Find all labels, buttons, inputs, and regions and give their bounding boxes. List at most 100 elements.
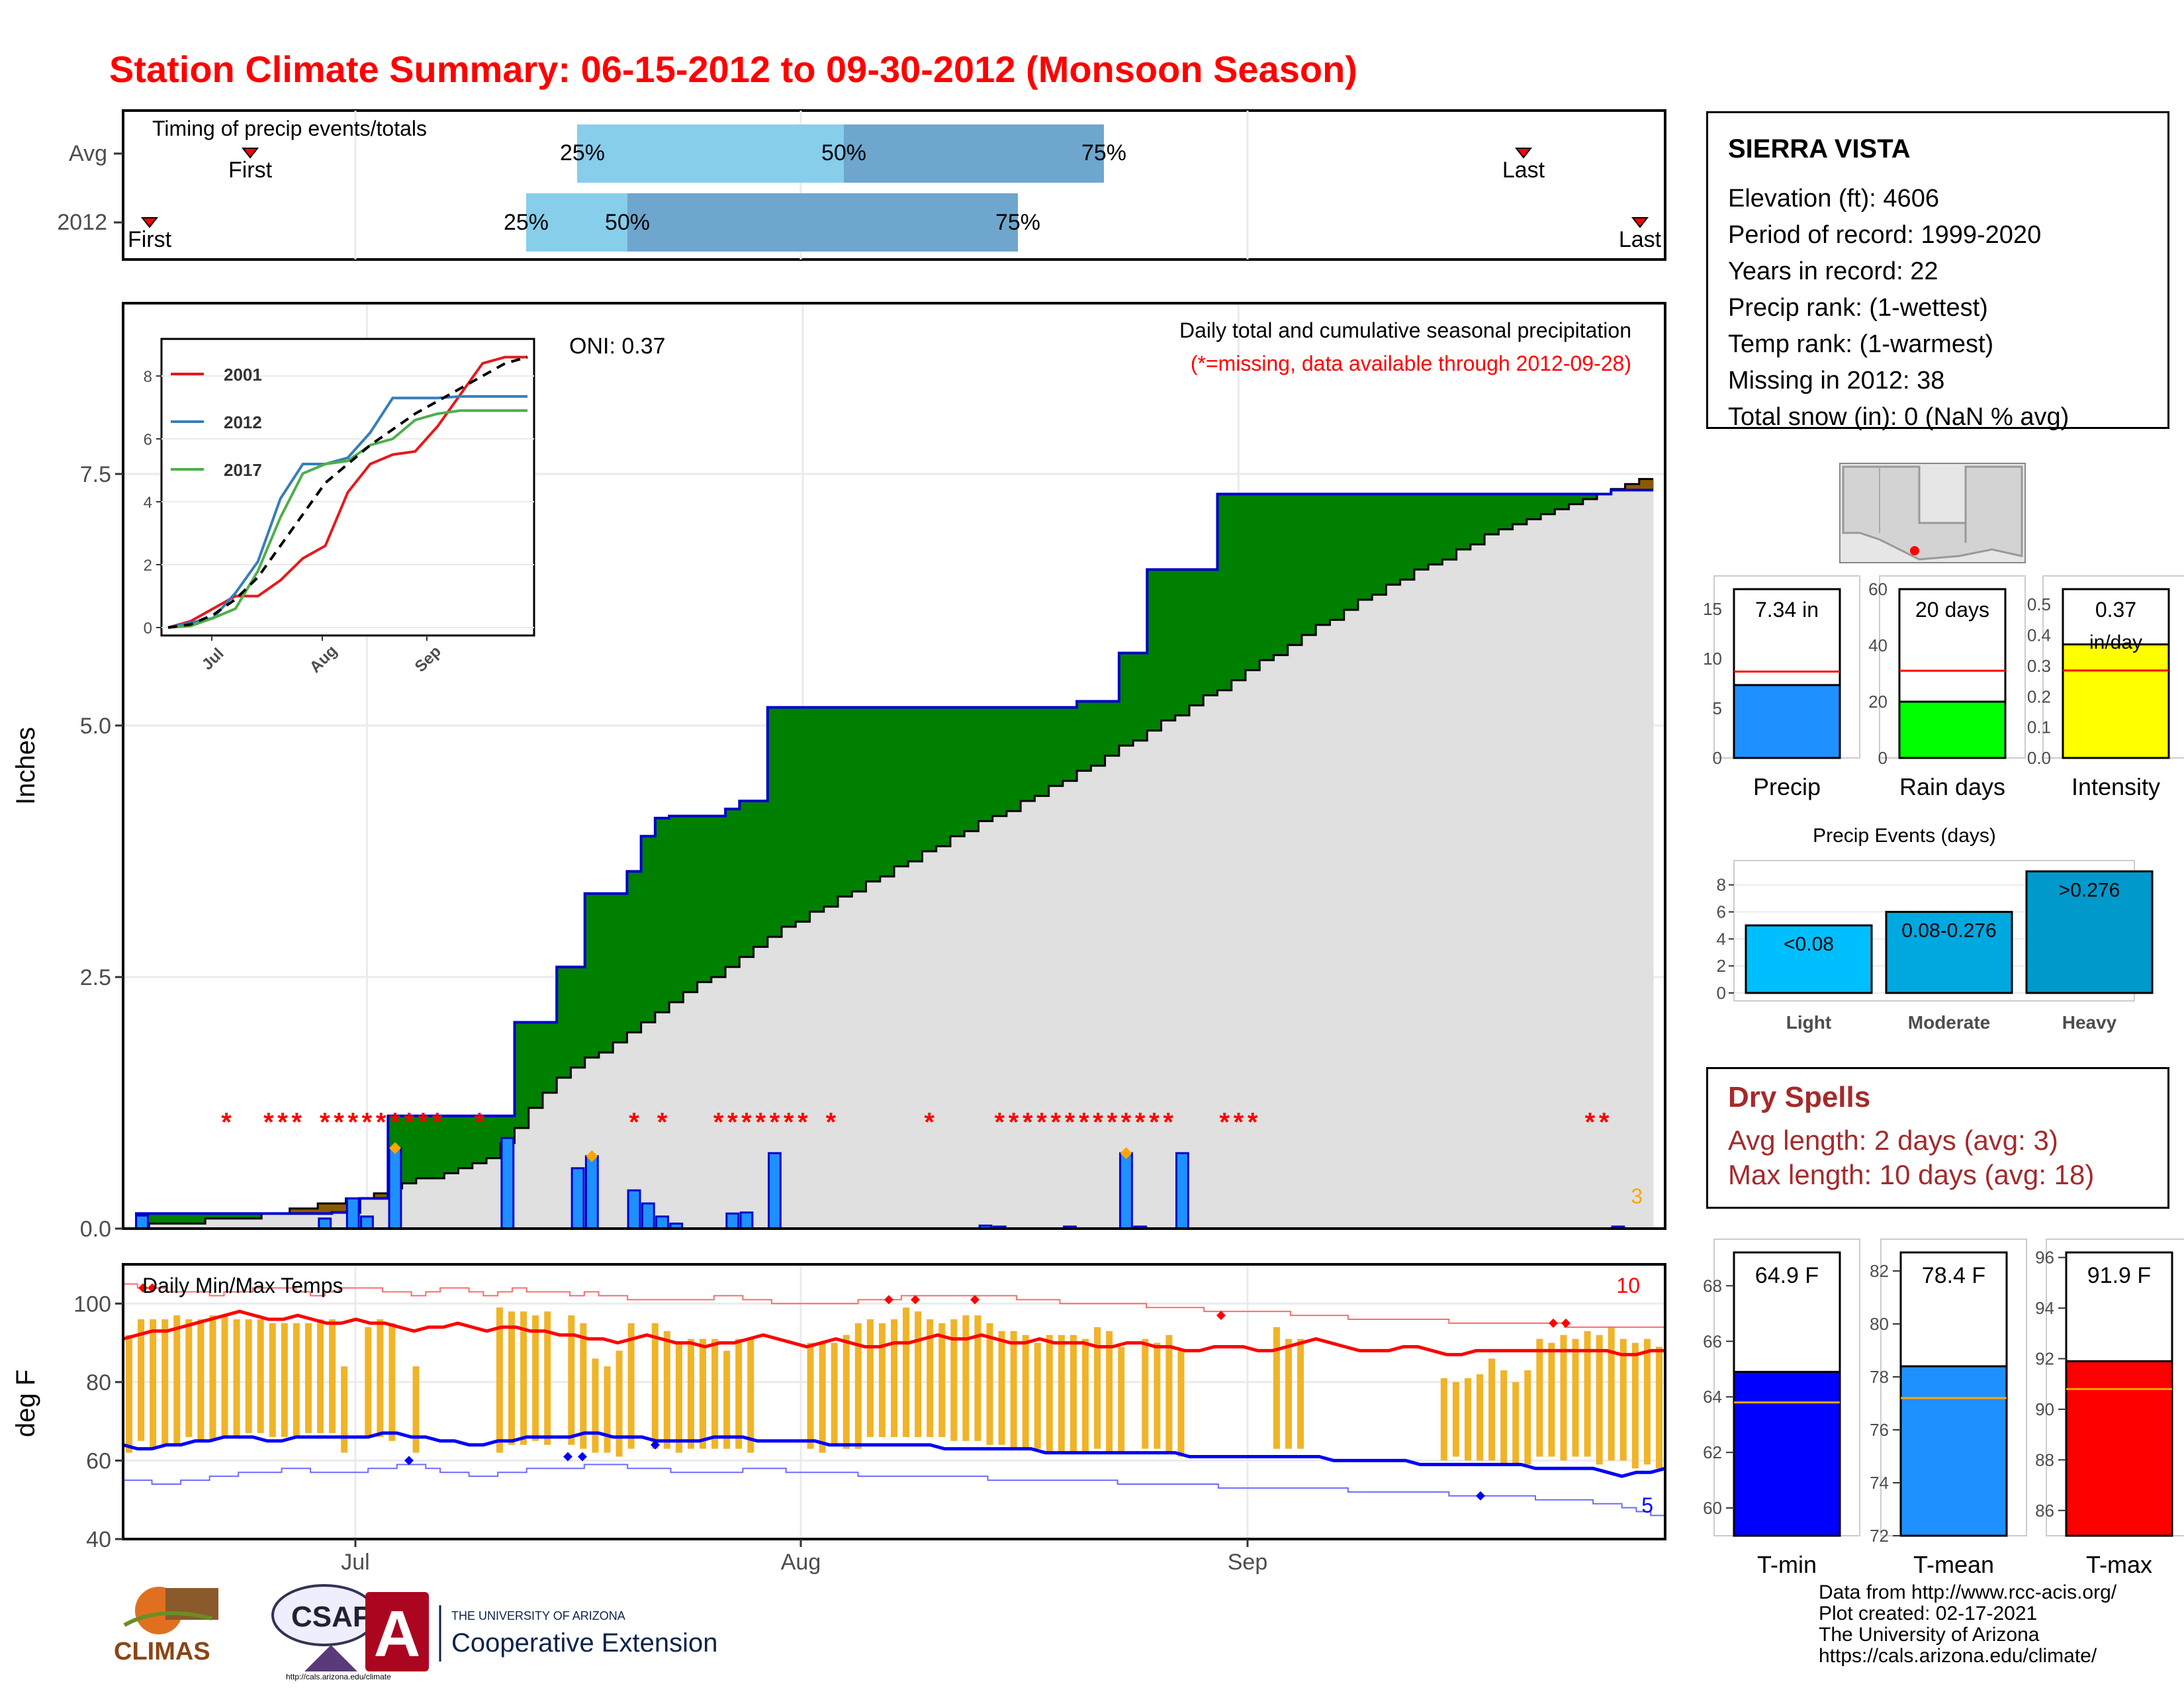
daily-temp-bar (747, 1338, 754, 1453)
baseline-area (739, 957, 754, 1229)
csap-url: http://cals.arizona.edu/climate (286, 1672, 391, 1681)
summary-ytick-label: 0 (1878, 748, 1888, 768)
summary-bar-2 (2062, 643, 2170, 759)
missing-day-marker: * (1050, 1108, 1061, 1137)
daily-temp-bar (1655, 1346, 1662, 1469)
timing-panel: Timing of precip events/totals Avg 25% 5… (57, 109, 1666, 261)
above-average-area (149, 1213, 163, 1224)
missing-day-marker: * (1135, 1108, 1146, 1137)
main-ytick-label: 7.5 (80, 462, 111, 487)
baseline-area (1287, 645, 1302, 1229)
main-frame (122, 302, 1666, 1230)
baseline-area (1625, 490, 1640, 1229)
missing-day-marker: * (376, 1108, 387, 1137)
above-average-area (1189, 569, 1204, 706)
event-bar-moderate (1885, 911, 2013, 994)
baseline-area (1147, 730, 1162, 1229)
above-average-area (205, 1213, 220, 1219)
event-bar-light (1745, 924, 1873, 994)
above-average-area (1161, 569, 1176, 721)
baseline-area (809, 912, 825, 1229)
temp-bar-2 (2065, 1360, 2173, 1537)
daily-precip-bar (360, 1215, 374, 1230)
avg-q50-q75-bar (844, 124, 1104, 183)
temp-bar-ytick-label: 94 (2035, 1298, 2054, 1318)
daily-temp-bar (1440, 1378, 1447, 1461)
daily-temp-bar (1142, 1338, 1149, 1449)
daily-temp-bar (903, 1307, 910, 1437)
daily-temp-bar (269, 1323, 276, 1437)
daily-precip-bar (1119, 1152, 1133, 1230)
record-high-marker (148, 1283, 157, 1293)
missing-day-marker: * (1107, 1108, 1117, 1137)
above-average-area (1105, 701, 1120, 756)
main-ylabel: Inches (11, 727, 40, 805)
daily-temp-bar (568, 1315, 575, 1445)
daily-precip-bar (135, 1214, 150, 1230)
daily-temp-bar (866, 1319, 874, 1437)
missing-day-marker: * (784, 1108, 794, 1137)
daily-precip-bar (345, 1197, 360, 1230)
daily-temp-bar (209, 1315, 216, 1441)
avg-q25-label: 25% (560, 140, 605, 165)
temp-ylabel: deg F (11, 1370, 40, 1437)
above-average-area (1555, 494, 1570, 510)
baseline-area (542, 1092, 557, 1229)
above-average-area (978, 707, 993, 821)
daily-temp-bar (508, 1311, 516, 1445)
baseline-area (669, 1002, 684, 1229)
above-average-area (1400, 494, 1415, 580)
below-average-area (303, 1208, 318, 1214)
temp-bar-ytick-label: 66 (1703, 1331, 1722, 1351)
below-average-area (289, 1208, 304, 1214)
station-snow: Total snow (in): 0 (NaN % avg) (1728, 403, 2070, 431)
station-info-box: SIERRA VISTA Elevation (ft): 4606 Period… (1706, 111, 2169, 431)
daily-temp-bar (1081, 1338, 1089, 1453)
daily-temp-bar (185, 1319, 193, 1437)
baseline-area (416, 1178, 431, 1229)
missing-day-marker: * (1149, 1108, 1160, 1137)
daily-temp-bar (150, 1319, 157, 1449)
baseline-area (655, 1012, 670, 1229)
event-bar-heavy (2025, 870, 2154, 994)
event-bar-threshold: 0.08-0.276 (1901, 920, 1996, 942)
baseline-area (402, 1183, 417, 1229)
baseline-area (444, 1173, 459, 1229)
missing-day-marker: * (1065, 1108, 1075, 1137)
inset-average-line (167, 355, 528, 629)
above-average-area (809, 707, 825, 912)
daily-temp-bar (735, 1338, 743, 1449)
events-ytick-label: 8 (1717, 875, 1726, 895)
summary-value-label: 20 days (1915, 598, 1989, 622)
above-average-area (430, 1115, 445, 1178)
daily-temp-bar (580, 1323, 587, 1449)
daily-temp-bar (938, 1323, 946, 1437)
above-average-area (1569, 494, 1584, 504)
inset-line-2017 (167, 409, 527, 629)
baseline-area (627, 1032, 642, 1229)
daily-temp-bar (615, 1350, 623, 1457)
missing-day-marker: * (1163, 1108, 1173, 1137)
above-average-area (458, 1115, 473, 1168)
above-average-area (669, 816, 684, 1002)
above-average-area (1316, 494, 1330, 625)
above-average-area (528, 1022, 543, 1108)
temp-xtick-label: Aug (781, 1550, 821, 1575)
2012-last-marker (1631, 217, 1649, 228)
baseline-area (374, 1198, 388, 1229)
summary-ytick-label: 40 (1868, 635, 1888, 655)
baseline-area (1259, 660, 1274, 1229)
daily-temp-bar (329, 1319, 336, 1433)
daily-temp-bar (819, 1342, 826, 1453)
above-average-area (177, 1213, 192, 1224)
baseline-area (486, 1158, 501, 1229)
summary-ytick-label: 60 (1868, 579, 1888, 599)
2012-q50-q75-bar (627, 193, 1018, 252)
baseline-area (1400, 579, 1415, 1229)
above-average-area (1175, 569, 1190, 716)
above-average-area (852, 707, 867, 892)
daily-precip-bar (641, 1202, 655, 1230)
average-min-line (122, 1431, 1666, 1478)
main-corner-count: 3 (1631, 1184, 1643, 1208)
